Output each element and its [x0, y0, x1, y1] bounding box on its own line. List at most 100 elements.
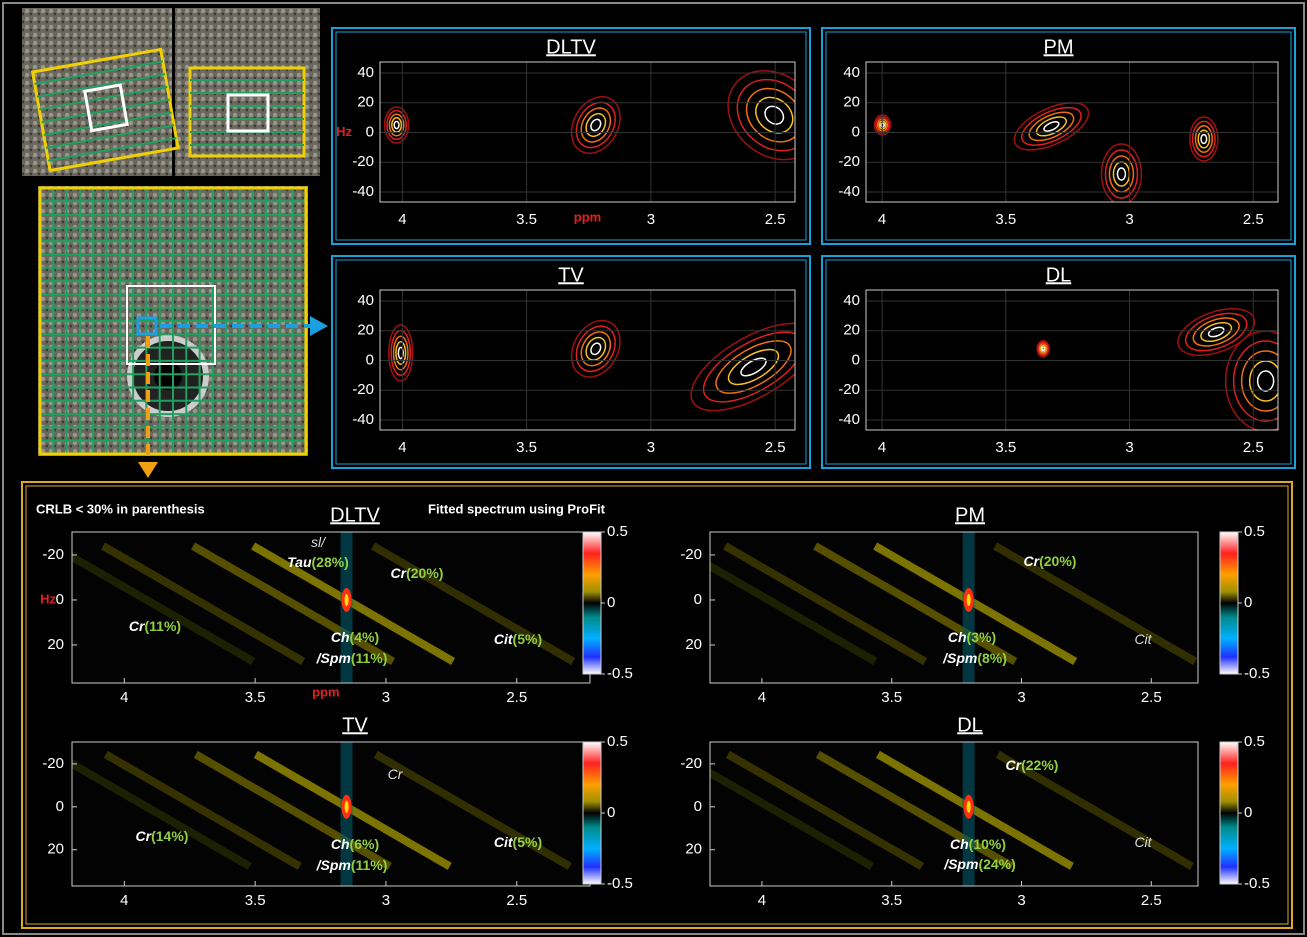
crlb: (5%)	[513, 834, 543, 850]
peak-core	[344, 800, 349, 813]
plot-area	[865, 61, 1279, 203]
contour-line	[1256, 370, 1275, 392]
colorbar-tick-label: -0.5	[607, 875, 633, 892]
metabolite-label: sl/	[311, 534, 327, 550]
y-tick-label: 20	[47, 636, 64, 653]
contour-line	[1036, 340, 1050, 358]
y-axis-label: Hz	[336, 124, 352, 139]
metabolite-label: /Spm(11%)	[316, 857, 388, 873]
x-tick-label: 2.5	[1141, 689, 1162, 706]
panel-title: DLTV	[546, 36, 596, 58]
contour-line	[727, 70, 795, 161]
panel-frame-inner	[335, 31, 807, 241]
y-tick-label: 20	[357, 94, 374, 111]
metabolite-label: Ch(10%)	[950, 836, 1006, 852]
y-tick-label: -20	[42, 546, 64, 563]
y-tick-label: -20	[838, 153, 860, 170]
contour-line	[570, 96, 621, 154]
metabolite-name: Cr	[391, 565, 408, 581]
contour-line	[1197, 129, 1211, 149]
fitted-frame-inner	[25, 485, 1289, 925]
crlb: (5%)	[513, 631, 543, 647]
contour-line	[1189, 116, 1219, 162]
x-tick-label: 3.5	[516, 211, 537, 228]
spectral-streak	[710, 750, 874, 870]
plot-area	[379, 289, 796, 431]
y-tick-label: 0	[366, 351, 374, 368]
panel-title: TV	[342, 714, 368, 736]
metabolite-name: Ch	[331, 836, 350, 852]
metabolite-label: Cit(5%)	[494, 834, 542, 850]
spectrum	[72, 532, 576, 683]
spectrum	[710, 742, 1194, 886]
metabolite-name: Cr	[129, 618, 146, 634]
contour-line	[575, 325, 616, 373]
contours	[383, 70, 795, 161]
x-axis-label: ppm	[312, 684, 339, 699]
contour-line	[388, 113, 405, 137]
note: CRLB < 30% in parenthesis	[36, 501, 205, 516]
crlb: (24%)	[978, 856, 1015, 872]
metabolite-label: Cit(5%)	[494, 631, 542, 647]
spectrum	[72, 742, 572, 886]
fitted-frame	[21, 481, 1293, 929]
y-tick-label: 20	[843, 94, 860, 111]
contour-line	[764, 105, 785, 125]
peak-core	[966, 593, 971, 606]
contour-line	[570, 319, 621, 378]
x-tick-label: 4	[878, 439, 886, 456]
spectral-streak	[253, 750, 452, 870]
metabolite-name: /Spm	[943, 856, 978, 872]
metabolite-name: /Spm	[316, 857, 351, 873]
contour-line	[575, 101, 616, 149]
spectral-streak	[725, 750, 924, 870]
x-tick-label: 2.5	[765, 439, 786, 456]
spectral-streak	[373, 750, 572, 870]
panel-title: PM	[1044, 36, 1074, 58]
y-tick-label: 20	[47, 841, 64, 858]
metabolite-label: /Spm(11%)	[316, 650, 388, 666]
panel-title: DL	[1046, 264, 1072, 286]
y-tick-label: -20	[42, 755, 64, 772]
contour-line	[1028, 111, 1075, 142]
contour-line	[1038, 343, 1048, 355]
metabolite-label: Ch(3%)	[948, 629, 996, 645]
metabolite-name: Ch	[331, 629, 350, 645]
colorbar	[1219, 531, 1239, 675]
metabolite-label: /Spm(24%)	[943, 856, 1016, 872]
plot-bg	[710, 742, 1198, 886]
y-tick-label: 0	[694, 798, 702, 815]
spectrum	[710, 532, 1198, 683]
spectral-streak	[873, 542, 1078, 665]
x-tick-label: 2.5	[1141, 892, 1162, 909]
colorbar	[1219, 741, 1239, 885]
contour-line	[1194, 125, 1213, 153]
plot-bg	[710, 532, 1198, 683]
y-tick-label: 0	[852, 351, 860, 368]
colorbar-tick-label: 0	[1244, 804, 1252, 821]
panel-frame	[821, 255, 1296, 469]
y-tick-label: -20	[352, 381, 374, 398]
plot-bg	[72, 532, 590, 683]
contour-line	[1240, 350, 1278, 412]
colorbar	[582, 741, 602, 885]
contour-line	[383, 106, 410, 144]
crlb: (11%)	[351, 650, 388, 666]
x-tick-label: 4	[398, 439, 406, 456]
crlb: (8%)	[977, 650, 1007, 666]
panel-title: PM	[955, 504, 985, 526]
y-tick-label: 20	[685, 841, 702, 858]
crlb: (20%)	[1039, 553, 1076, 569]
contour-line	[1040, 344, 1047, 353]
x-tick-label: 4	[120, 892, 128, 909]
metabolite-label: Cr	[388, 766, 404, 782]
colorbar-tick-label: 0.5	[1244, 523, 1265, 540]
x-tick-label: 3	[382, 892, 390, 909]
colorbar-tick-label: 0.5	[607, 733, 628, 750]
plot-area	[865, 289, 1279, 431]
contour-line	[1043, 120, 1060, 132]
contour-line	[392, 335, 409, 371]
crlb: (10%)	[969, 836, 1006, 852]
contour-line	[690, 322, 795, 412]
contour-line	[1184, 312, 1248, 352]
